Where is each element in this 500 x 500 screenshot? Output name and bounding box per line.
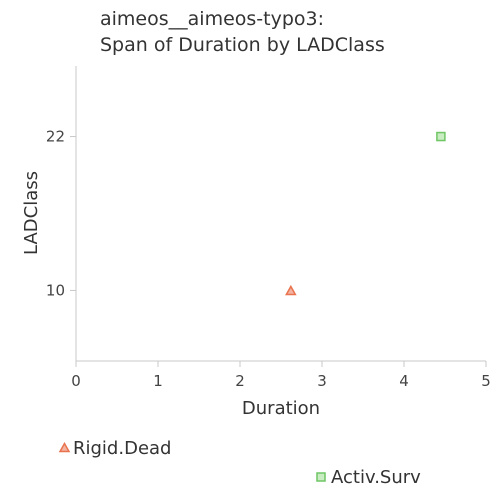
data-point-square — [436, 131, 446, 142]
triangle-marker-icon — [58, 441, 71, 453]
legend-item-activ-surv: Activ.Surv — [316, 467, 421, 488]
y-axis-ticks: 10 22 — [46, 128, 76, 299]
x-tick-label: 0 — [71, 372, 81, 390]
data-point-triangle — [285, 284, 297, 296]
y-axis-title: LADClass — [21, 171, 42, 255]
y-tick-label: 10 — [46, 281, 65, 299]
legend-label-rigid-dead: Rigid.Dead — [73, 438, 171, 459]
x-axis-ticks: 0 1 2 3 4 5 — [71, 361, 491, 390]
data-points — [285, 131, 446, 296]
legend-item-rigid-dead: Rigid.Dead — [58, 438, 171, 459]
square-marker-icon — [316, 472, 326, 482]
x-axis-title: Duration — [242, 398, 320, 419]
legend-label-activ-surv: Activ.Surv — [331, 467, 421, 488]
x-tick-label: 1 — [153, 372, 163, 390]
chart-title-line-1: aimeos__aimeos-typo3: — [100, 8, 324, 30]
x-tick-label: 2 — [235, 372, 245, 390]
x-tick-label: 4 — [399, 372, 409, 390]
x-tick-label: 3 — [317, 372, 327, 390]
x-tick-label: 5 — [481, 372, 491, 390]
y-tick-label: 22 — [46, 128, 65, 146]
chart-title-line-2: Span of Duration by LADClass — [100, 34, 385, 56]
